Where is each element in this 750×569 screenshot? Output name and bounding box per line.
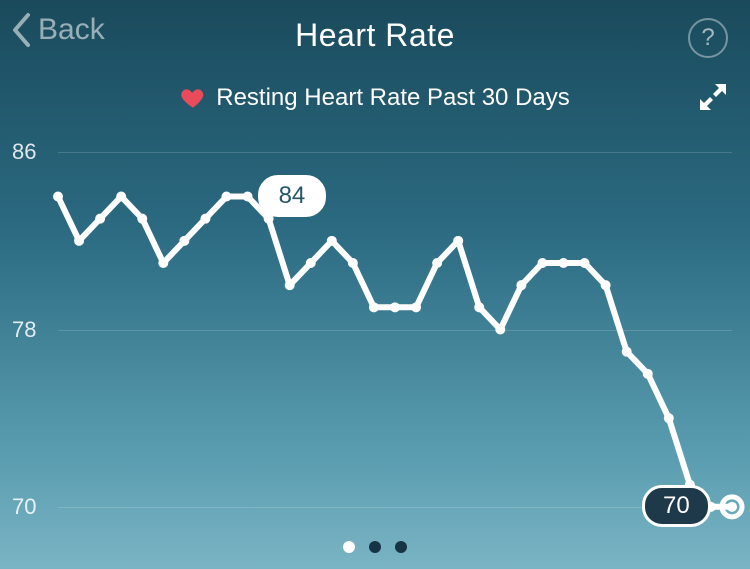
page-indicator[interactable] (343, 541, 407, 553)
subtitle: Resting Heart Rate Past 30 Days (216, 84, 570, 112)
data-point (74, 236, 84, 246)
back-button[interactable]: Back (10, 12, 105, 48)
data-point (537, 258, 547, 268)
pager-dot[interactable] (343, 541, 355, 553)
data-point (285, 280, 295, 290)
data-point (411, 302, 421, 312)
subtitle-row: Resting Heart Rate Past 30 Days (0, 78, 750, 118)
chevron-left-icon (10, 12, 32, 48)
data-point (95, 214, 105, 224)
line-chart[interactable] (58, 130, 732, 529)
help-icon: ? (701, 24, 714, 52)
chart: 86 78 70 84 70 (0, 130, 750, 529)
y-axis-label: 70 (12, 494, 36, 520)
data-point (559, 258, 569, 268)
pager-dot[interactable] (395, 541, 407, 553)
data-point (137, 214, 147, 224)
data-point (200, 214, 210, 224)
data-point (179, 236, 189, 246)
data-point (474, 302, 484, 312)
data-point (306, 258, 316, 268)
data-point (495, 325, 505, 335)
help-button[interactable]: ? (688, 18, 728, 58)
data-point (601, 280, 611, 290)
data-point (222, 192, 232, 202)
data-point (580, 258, 590, 268)
data-point (53, 192, 63, 202)
pager-dot[interactable] (369, 541, 381, 553)
data-point (348, 258, 358, 268)
data-point (158, 258, 168, 268)
expand-button[interactable] (698, 82, 728, 112)
data-point (664, 413, 674, 423)
expand-icon (698, 82, 728, 112)
data-point (432, 258, 442, 268)
data-point (390, 302, 400, 312)
data-point (453, 236, 463, 246)
page-title: Heart Rate (295, 17, 455, 54)
data-point (116, 192, 126, 202)
back-label: Back (38, 13, 105, 47)
y-axis-label: 86 (12, 139, 36, 165)
y-axis-label: 78 (12, 317, 36, 343)
data-point (622, 347, 632, 357)
data-point (369, 302, 379, 312)
data-point (727, 502, 737, 512)
data-point (327, 236, 337, 246)
heart-icon (180, 85, 206, 111)
data-point (516, 280, 526, 290)
first-value-callout: 84 (258, 175, 327, 217)
current-value-callout: 70 (642, 485, 711, 527)
data-point (643, 369, 653, 379)
header: Back Heart Rate ? (0, 0, 750, 70)
data-point (243, 192, 253, 202)
